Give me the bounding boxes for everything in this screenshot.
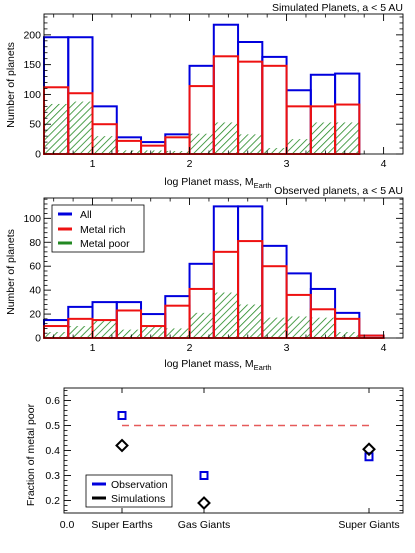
- y-tick-label: 50: [29, 119, 41, 131]
- y-axis-label: Number of planets: [5, 229, 17, 315]
- axes: 1 2 3 4 0 50 100 150 200: [23, 13, 404, 170]
- simulation-point: [362, 442, 376, 457]
- bar-all: [261, 55, 288, 155]
- bar-metal-poor: [68, 326, 93, 338]
- y-tick-label: 40: [29, 285, 41, 297]
- x-tick-label: 2: [187, 342, 193, 354]
- y-tick-label: 0.6: [45, 395, 60, 407]
- bar-metal-poor: [310, 122, 336, 154]
- y-tick-label: 0.3: [45, 470, 60, 482]
- legend-box: [85, 474, 173, 508]
- bar-metal-poor: [44, 332, 69, 338]
- x-tick-label: 4: [381, 158, 387, 170]
- bar-metal-poor: [44, 103, 69, 154]
- bar-metal-poor: [116, 329, 142, 338]
- simulation-point: [115, 438, 129, 453]
- y-axis-label: Fraction of metal poor: [25, 403, 37, 506]
- x-tick-label: 4: [381, 342, 387, 354]
- bar-metal-poor: [165, 151, 190, 154]
- x-tick-label: 1: [90, 342, 96, 354]
- y-tick-label: 60: [29, 261, 41, 273]
- bar-metal-poor: [262, 148, 287, 154]
- y-tick-label: 100: [23, 213, 41, 225]
- observation-point: [364, 452, 374, 462]
- legend: Observation Simulations: [85, 474, 173, 508]
- bar-metal-poor: [92, 320, 117, 338]
- bar-metal-poor: [213, 292, 239, 338]
- bar-metal-poor: [165, 328, 190, 338]
- bar-metal-poor: [286, 316, 311, 338]
- y-tick-label: 150: [23, 59, 41, 71]
- scatter-points: [115, 411, 376, 510]
- y-axis-label: Number of planets: [5, 42, 17, 128]
- observation-point: [117, 411, 127, 420]
- legend: All Metal rich Metal poor: [51, 204, 145, 253]
- x-category-label: Super Earths: [91, 519, 152, 531]
- y-tick-label: 0: [35, 149, 41, 161]
- y-tick-label: 200: [23, 29, 41, 41]
- bar-metal-poor: [68, 101, 93, 154]
- bar-metal-rich: [261, 64, 288, 155]
- bar-metal-poor: [141, 326, 166, 338]
- x-axis-label: log Planet mass, MEarth: [164, 176, 271, 190]
- chart-title: Observed planets, a < 5 AU: [274, 185, 403, 197]
- bar-metal-poor: [213, 122, 239, 154]
- bar-metal-poor: [189, 312, 214, 338]
- x-origin-label: 0.0: [60, 519, 75, 531]
- bar-metal-poor: [335, 122, 360, 154]
- simulated-histogram-panel: 1 2 3 4 0 50 100 150 200 Simulated Planets, a < …: [5, 2, 404, 190]
- x-tick-label: 1: [90, 158, 96, 170]
- y-tick-label: 100: [23, 89, 41, 101]
- y-tick-label: 0.4: [45, 445, 60, 457]
- bar-metal-poor: [286, 139, 311, 154]
- fraction-metal-poor-panel: 0.2 0.3 0.4 0.5 0.6 0.0 Super Earths Gas Giants…: [25, 387, 404, 531]
- y-tick-label: 80: [29, 237, 41, 249]
- bar-metal-poor: [335, 332, 360, 338]
- y-tick-label: 20: [29, 309, 41, 321]
- x-category-label: Gas Giants: [178, 519, 231, 531]
- legend-label-all: All: [80, 209, 92, 221]
- bar-metal-poor: [238, 304, 263, 338]
- x-category-label: Super Giants: [338, 519, 399, 531]
- legend-label-observation: Observation: [111, 479, 168, 491]
- bar-metal-poor: [141, 150, 166, 154]
- observation-point: [199, 471, 209, 480]
- bar-metal-poor: [116, 150, 142, 154]
- metal-poor-hatch-layer: [44, 292, 360, 338]
- bar-metal-poor: [262, 317, 287, 338]
- simulation-point: [197, 496, 211, 510]
- bar-metal-poor: [238, 134, 263, 154]
- y-tick-label: 0.5: [45, 420, 60, 432]
- legend-label-simulations: Simulations: [111, 493, 165, 505]
- chart-title: Simulated Planets, a < 5 AU: [272, 2, 403, 14]
- bar-metal-poor: [92, 136, 117, 154]
- y-tick-label: 0: [35, 333, 41, 345]
- legend-label-metal-rich: Metal rich: [80, 224, 126, 236]
- legend-label-metal-poor: Metal poor: [80, 238, 130, 250]
- bar-metal-poor: [189, 133, 214, 154]
- x-axis-label: log Planet mass, MEarth: [164, 358, 271, 372]
- metal-poor-hatch-layer: [44, 101, 360, 154]
- x-tick-label: 3: [284, 158, 290, 170]
- bar-metal-poor: [310, 317, 336, 338]
- x-tick-label: 2: [187, 158, 193, 170]
- x-tick-label: 3: [284, 342, 290, 354]
- y-tick-label: 0.2: [45, 495, 60, 507]
- plot-frame: [43, 197, 404, 339]
- plot-frame: [43, 13, 404, 155]
- axes: 0.2 0.3 0.4 0.5 0.6 0.0 Super Earths Gas Giants…: [45, 387, 404, 531]
